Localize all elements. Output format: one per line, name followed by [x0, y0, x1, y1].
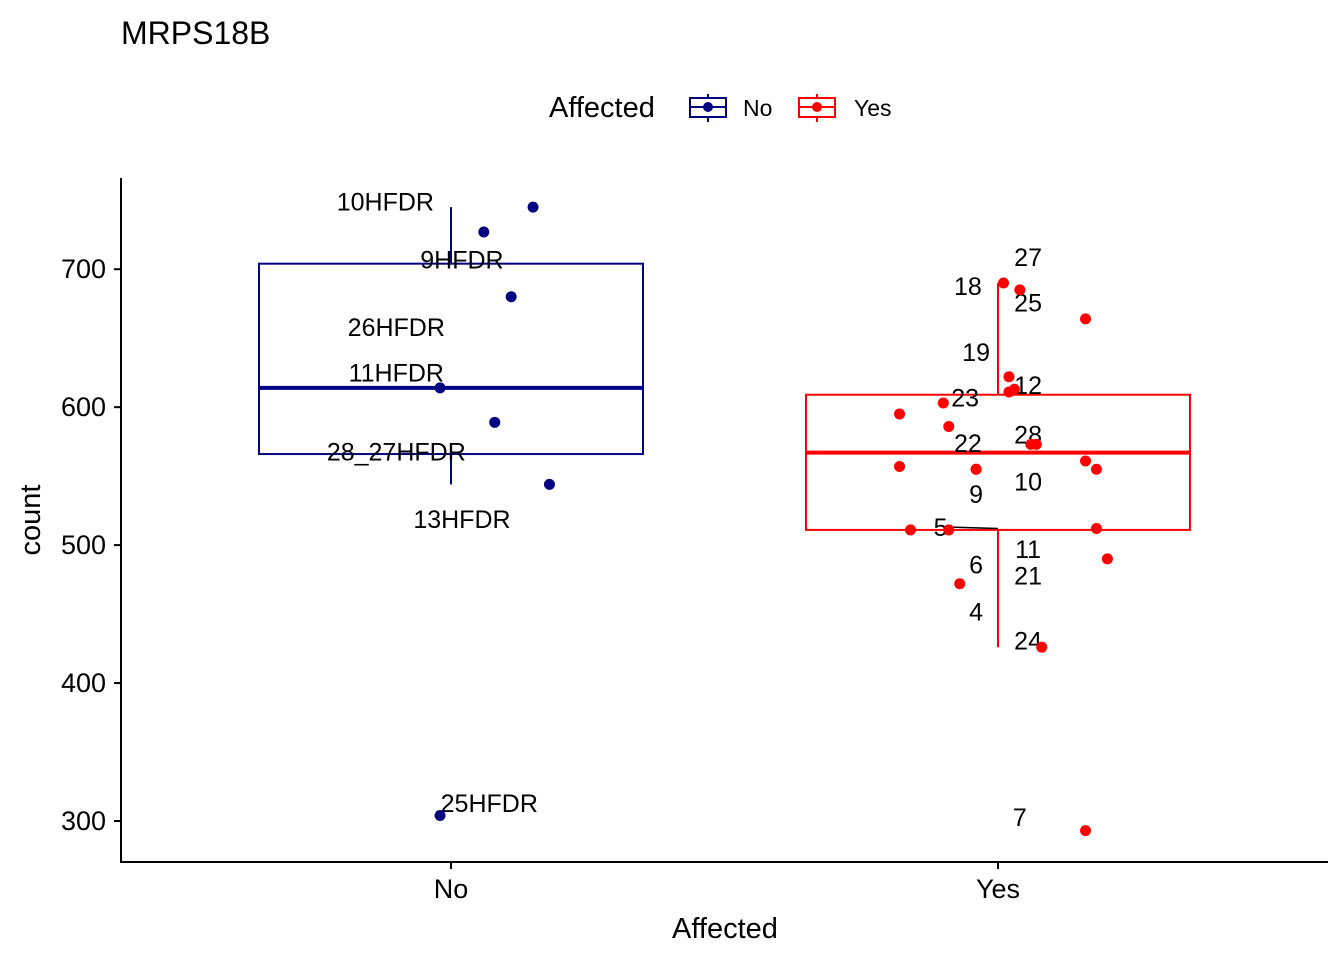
- y-tick-label: 700: [61, 254, 106, 284]
- x-axis-title: Affected: [672, 913, 778, 945]
- data-point: [527, 201, 539, 213]
- data-point: [1080, 825, 1092, 837]
- data-point: [943, 420, 955, 432]
- y-tick-label: 400: [61, 668, 106, 698]
- data-point: [434, 809, 446, 821]
- point-label: 27: [1014, 244, 1042, 272]
- data-point: [1090, 463, 1102, 475]
- point-label: 13HFDR: [413, 506, 510, 534]
- y-tick-label: 600: [61, 392, 106, 422]
- data-point: [1003, 386, 1015, 398]
- box-no: [258, 207, 644, 485]
- point-label: 22: [954, 430, 982, 458]
- point-label: 5: [934, 514, 948, 542]
- point-label: 23: [951, 384, 979, 412]
- data-point: [997, 277, 1009, 289]
- legend-label-no: No: [743, 95, 772, 121]
- legend-key-no: [689, 94, 727, 122]
- data-point: [478, 226, 490, 238]
- box-yes: [805, 282, 1191, 648]
- data-point: [543, 478, 555, 490]
- data-point: [1090, 523, 1102, 535]
- data-point: [894, 408, 906, 420]
- y-tick-label: 500: [61, 530, 106, 560]
- data-point: [1101, 553, 1113, 565]
- legend-key-yes: [798, 94, 836, 122]
- point-label: 11: [1015, 536, 1041, 564]
- point-label: 4: [969, 598, 983, 626]
- data-point: [1080, 455, 1092, 467]
- point-label: 9: [969, 481, 983, 509]
- label-connector: [950, 526, 999, 530]
- x-tick-label: No: [434, 874, 469, 904]
- point-label: 21: [1014, 562, 1042, 590]
- point-label: 10HFDR: [337, 189, 434, 217]
- point-label: 24: [1014, 627, 1042, 655]
- data-point: [904, 524, 916, 536]
- data-point: [1036, 641, 1048, 653]
- data-point: [970, 463, 982, 475]
- plot-area: 10HFDR 9HFDR 26HFDR 11HFDR 28_27HFDR 13HFDR 25…: [258, 189, 1191, 837]
- y-ticks: 300 400 500 600 700: [61, 254, 121, 836]
- point-label: 10: [1014, 469, 1042, 497]
- data-point: [1014, 284, 1026, 296]
- chart-title: MRPS18B: [121, 15, 270, 51]
- box-rect: [805, 393, 1191, 531]
- point-label: 28_27HFDR: [327, 438, 466, 466]
- x-ticks: No Yes: [434, 862, 1020, 904]
- point-label: 19: [962, 339, 990, 367]
- data-point: [505, 291, 517, 303]
- legend-title: Affected: [549, 92, 655, 124]
- point-label: 9HFDR: [420, 247, 503, 275]
- data-point: [489, 416, 501, 428]
- x-tick-label: Yes: [976, 874, 1020, 904]
- box-rect: [258, 262, 644, 456]
- data-point: [1030, 438, 1042, 450]
- y-axis-title: count: [15, 485, 47, 556]
- point-label: 7: [1013, 804, 1027, 832]
- data-point: [943, 524, 955, 536]
- data-point: [1003, 371, 1015, 383]
- point-label: 25HFDR: [441, 790, 538, 818]
- y-tick-label: 300: [61, 806, 106, 836]
- series-no: 10HFDR 9HFDR 26HFDR 11HFDR 28_27HFDR 13HFDR 25…: [327, 189, 555, 821]
- legend: Affected No Yes: [549, 92, 892, 124]
- point-label: 18: [954, 273, 982, 301]
- point-label: 11HFDR: [349, 360, 444, 388]
- legend-label-yes: Yes: [854, 95, 892, 121]
- point-label: 6: [969, 551, 983, 579]
- data-point: [1080, 313, 1092, 325]
- data-point: [954, 578, 966, 590]
- point-label: 26HFDR: [348, 314, 445, 342]
- data-point: [434, 382, 446, 394]
- data-point: [894, 460, 906, 472]
- data-point: [937, 397, 949, 409]
